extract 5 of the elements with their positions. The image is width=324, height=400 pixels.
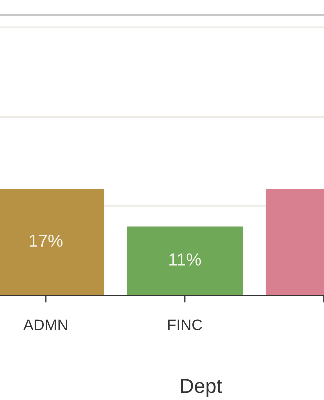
x-axis-title: Dept [181,379,222,398]
x-tick-label: FINC [168,320,202,331]
x-tick-label: ADMN [24,320,68,330]
data-label: 11% [170,254,202,266]
data-label: 17% [30,234,63,248]
